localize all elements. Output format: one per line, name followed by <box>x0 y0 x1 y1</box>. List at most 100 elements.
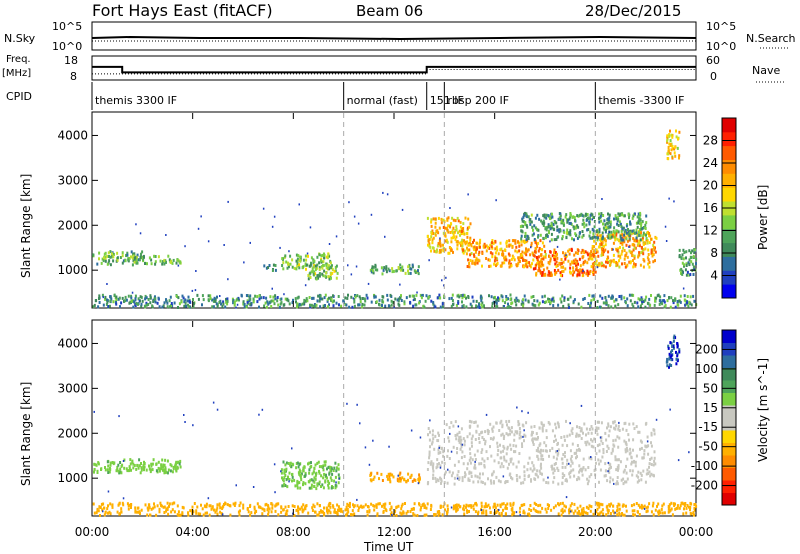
power-blobs-point <box>637 231 640 235</box>
vel-blobs-point <box>538 443 541 447</box>
vel-blobs-point <box>625 504 627 508</box>
vel-blobs-point <box>318 511 321 514</box>
power-blobs-point <box>476 241 478 245</box>
vel-blobs-point <box>356 504 359 508</box>
vel-blobs-point <box>552 480 555 484</box>
power-blobs-point <box>200 215 202 218</box>
power-blobs-point <box>448 246 451 249</box>
power-blobs-point <box>525 253 528 257</box>
power-blobs-point <box>399 296 402 300</box>
power-blobs-point <box>467 217 470 221</box>
power-blobs-point <box>559 212 562 216</box>
vel-blobs-point <box>611 478 614 482</box>
vel-blobs-point <box>280 471 283 475</box>
power-blobs-point <box>616 262 619 265</box>
vel-blobs-point <box>109 463 112 467</box>
vel-blobs-point <box>528 456 531 460</box>
vel-blobs-point <box>166 508 169 511</box>
power-blobs-point <box>318 261 321 265</box>
nave-tick-bottom: 0 <box>710 70 717 83</box>
vel-blobs-point <box>520 481 523 485</box>
power-blobs-point <box>670 148 673 152</box>
power-blobs-point <box>609 225 612 228</box>
power-blobs-point <box>628 237 631 241</box>
power-blobs-point <box>401 265 404 269</box>
vel-blobs-point <box>261 507 264 511</box>
power-blobs-point <box>626 239 629 243</box>
vel-blobs-point <box>504 506 507 510</box>
power-blobs-point <box>412 299 415 302</box>
vel-blobs-point <box>527 461 530 465</box>
vel-blobs-point <box>219 506 222 510</box>
power-blobs-point <box>592 265 595 269</box>
power-blobs-point <box>653 303 656 307</box>
vel-blobs-point <box>282 508 285 512</box>
power-blobs-point <box>516 250 519 254</box>
power-blobs-point <box>671 156 674 160</box>
vel-blobs-point <box>400 504 403 508</box>
power-blobs-point <box>226 299 229 303</box>
y-tick-label: 1000 <box>57 471 88 485</box>
vel-blobs-point <box>640 440 643 444</box>
power-blobs-point <box>632 248 635 252</box>
vel-blobs-point <box>506 447 509 451</box>
power-blobs-point <box>673 200 675 203</box>
power-blobs-point <box>171 261 174 265</box>
power-blobs-point <box>551 215 554 219</box>
power-blobs-point <box>408 263 411 267</box>
vel-blobs-point <box>176 461 179 465</box>
vel-blobs-point <box>522 435 524 438</box>
power-blobs-point <box>568 217 571 221</box>
power-blobs-point <box>558 230 561 234</box>
power-blobs-point <box>562 222 565 226</box>
vel-blobs-point <box>147 503 150 507</box>
vel-blobs-point <box>438 433 440 437</box>
vel-blobs-point <box>439 466 442 469</box>
power-blobs-point <box>295 267 298 271</box>
vel-blobs-point <box>596 444 599 448</box>
power-blobs-point <box>531 251 534 255</box>
power-blobs-point <box>546 266 549 270</box>
vel-blobs-point <box>480 504 483 508</box>
power-blobs-point <box>601 251 604 255</box>
power-blobs-point <box>616 216 619 220</box>
power-blobs-point <box>469 222 472 226</box>
vel-blobs-point <box>413 478 416 482</box>
vel-blobs-point <box>650 431 653 435</box>
vel-blobs-point <box>439 504 442 508</box>
vel-blobs-point <box>613 511 616 515</box>
vel-blobs-point <box>470 475 473 478</box>
vel-blobs-point <box>433 447 436 451</box>
power-blobs-point <box>444 239 446 243</box>
power-blobs-point <box>615 261 618 264</box>
power-blobs-point <box>466 232 469 235</box>
power-blobs-point <box>666 137 669 141</box>
power-blobs-point <box>282 261 285 265</box>
vel-blobs-point <box>648 470 651 474</box>
power-blobs-point <box>601 198 603 200</box>
power-blobs-point <box>298 302 301 306</box>
power-blobs-point <box>602 247 605 251</box>
vel-blobs-point <box>652 513 655 517</box>
power-blobs-point <box>314 264 317 268</box>
colorbar-tick-label: -100 <box>691 459 718 473</box>
power-blobs-point <box>668 197 670 200</box>
vel-blobs-point <box>593 437 596 441</box>
vel-blobs-point <box>430 461 433 465</box>
vel-blobs-point <box>542 458 545 461</box>
vel-blobs-point <box>336 508 339 512</box>
power-blobs-point <box>585 218 588 222</box>
vel-blobs-point <box>501 502 504 506</box>
vel-blobs-point <box>367 505 369 508</box>
vel-blobs-point <box>171 508 174 512</box>
vel-blobs-point <box>313 467 316 470</box>
vel-blobs-point <box>136 464 139 468</box>
vel-blobs-point <box>324 480 327 484</box>
power-blobs-point <box>591 227 594 231</box>
power-blobs-point <box>591 236 594 240</box>
vel-blobs-point <box>316 502 319 506</box>
vel-blobs-point <box>513 450 515 454</box>
vel-blobs-point <box>308 461 311 465</box>
vel-blobs-point <box>601 442 604 445</box>
